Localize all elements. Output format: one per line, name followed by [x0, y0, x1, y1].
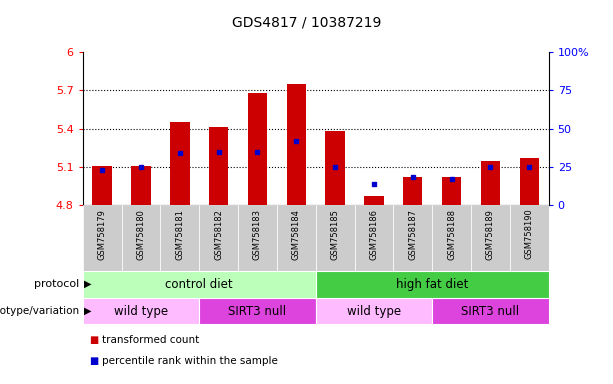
Bar	[316, 298, 432, 324]
Bar	[326, 131, 345, 205]
Text: GSM758187: GSM758187	[408, 209, 417, 260]
Text: control diet: control diet	[166, 278, 233, 291]
Text: GSM758184: GSM758184	[292, 209, 301, 260]
Text: GSM758188: GSM758188	[447, 209, 456, 260]
Bar	[170, 122, 189, 205]
Bar	[316, 205, 354, 271]
Bar	[238, 205, 277, 271]
Bar	[248, 93, 267, 205]
Text: ▶: ▶	[84, 279, 91, 289]
Bar	[199, 298, 316, 324]
Bar	[471, 205, 510, 271]
Bar	[83, 298, 199, 324]
Bar	[316, 271, 549, 298]
Text: wild type: wild type	[347, 305, 401, 318]
Text: GSM758185: GSM758185	[330, 209, 340, 260]
Text: GSM758190: GSM758190	[525, 209, 534, 260]
Text: GSM758186: GSM758186	[370, 209, 378, 260]
Text: protocol: protocol	[34, 279, 80, 289]
Bar	[83, 205, 121, 271]
Bar	[442, 177, 462, 205]
Bar	[277, 205, 316, 271]
Bar	[394, 205, 432, 271]
Bar	[121, 205, 161, 271]
Text: GSM758181: GSM758181	[175, 209, 185, 260]
Bar	[432, 205, 471, 271]
Bar	[510, 205, 549, 271]
Bar	[519, 158, 539, 205]
Text: GDS4817 / 10387219: GDS4817 / 10387219	[232, 15, 381, 29]
Text: SIRT3 null: SIRT3 null	[462, 305, 519, 318]
Text: ■: ■	[89, 335, 98, 345]
Text: percentile rank within the sample: percentile rank within the sample	[102, 356, 278, 366]
Bar	[93, 166, 112, 205]
Text: wild type: wild type	[114, 305, 168, 318]
Bar	[161, 205, 199, 271]
Bar	[364, 197, 384, 205]
Text: GSM758189: GSM758189	[486, 209, 495, 260]
Bar	[199, 205, 238, 271]
Bar	[432, 298, 549, 324]
Text: GSM758180: GSM758180	[137, 209, 145, 260]
Bar	[131, 166, 151, 205]
Text: ■: ■	[89, 356, 98, 366]
Text: GSM758183: GSM758183	[253, 209, 262, 260]
Bar	[403, 177, 422, 205]
Bar	[287, 84, 306, 205]
Text: transformed count: transformed count	[102, 335, 200, 345]
Text: GSM758179: GSM758179	[97, 209, 107, 260]
Bar	[481, 161, 500, 205]
Text: ▶: ▶	[84, 306, 91, 316]
Bar	[354, 205, 394, 271]
Text: SIRT3 null: SIRT3 null	[229, 305, 286, 318]
Text: genotype/variation: genotype/variation	[0, 306, 80, 316]
Text: GSM758182: GSM758182	[214, 209, 223, 260]
Bar	[209, 127, 228, 205]
Bar	[83, 271, 316, 298]
Text: high fat diet: high fat diet	[396, 278, 468, 291]
